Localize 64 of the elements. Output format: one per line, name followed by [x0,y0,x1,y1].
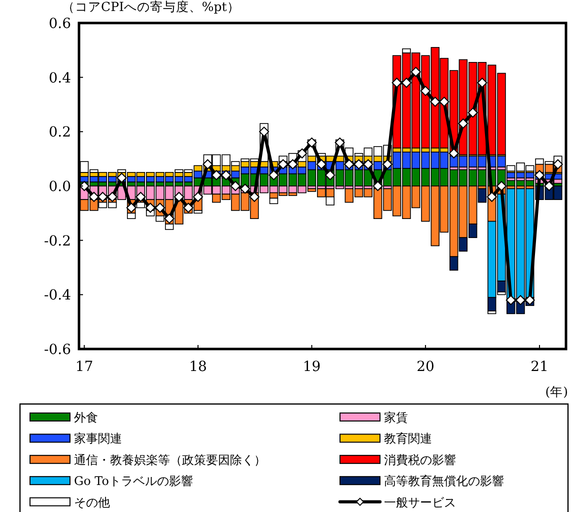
point [420,86,430,96]
point [544,181,554,191]
point [439,96,450,107]
point [126,202,136,213]
point [155,202,166,213]
point [164,214,174,224]
legend-label: 消費税の影響 [384,452,456,467]
point [297,148,308,158]
point [88,192,99,202]
point [392,78,402,88]
point [79,181,90,191]
legend-label: 一般サービス [384,495,456,510]
legend-label: 教育関連 [384,432,432,446]
point [145,202,156,213]
point [448,148,459,158]
x-tick-label: 19 [302,359,321,375]
point [458,118,468,129]
point [496,181,507,191]
point [193,192,204,202]
point [486,192,497,202]
legend-label: 家賃 [384,410,408,424]
point [136,192,146,202]
legend-label: 家事関連 [74,432,122,446]
point [183,202,194,213]
x-tick-label: 20 [416,359,434,375]
y-tick-label: 0.2 [48,124,71,141]
legend-label: 外食 [74,410,98,424]
y-axis-title: （コアCPIへの寄与度、%pt） [62,0,240,14]
x-tick-label: 21 [530,359,548,375]
point [98,192,108,202]
y-tick-label: 0.6 [48,16,72,32]
point [534,170,545,180]
point [107,192,118,202]
y-tick-label: -0.2 [44,233,71,250]
legend-label: その他 [74,495,110,510]
point [372,181,383,191]
y-tick-label: -0.4 [44,288,72,304]
y-tick-label: 0.0 [48,179,71,195]
x-tick-label: 17 [75,359,94,375]
x-axis-title: (年) [545,384,568,399]
point [477,78,488,88]
point [430,96,440,107]
y-tick-label: 0.4 [48,70,72,86]
point [468,108,478,118]
y-tick-label: -0.6 [44,342,72,358]
point [516,295,526,306]
legend-label: Go Toトラベルの影響 [74,474,193,488]
point [325,170,336,180]
x-tick-label: 18 [189,359,207,375]
point [259,126,270,137]
point [401,78,412,88]
point [268,170,279,180]
point [410,66,421,77]
point [174,192,184,202]
legend-label: 高等教育無償化の影響 [384,474,504,488]
point [116,172,127,183]
point [306,138,317,148]
point [552,159,563,170]
point [230,181,240,191]
point [249,192,260,202]
point [506,295,516,306]
point [334,138,345,148]
legend-label: 通信・教養娯楽等（政策要因除く） [74,452,266,467]
point [202,159,213,170]
